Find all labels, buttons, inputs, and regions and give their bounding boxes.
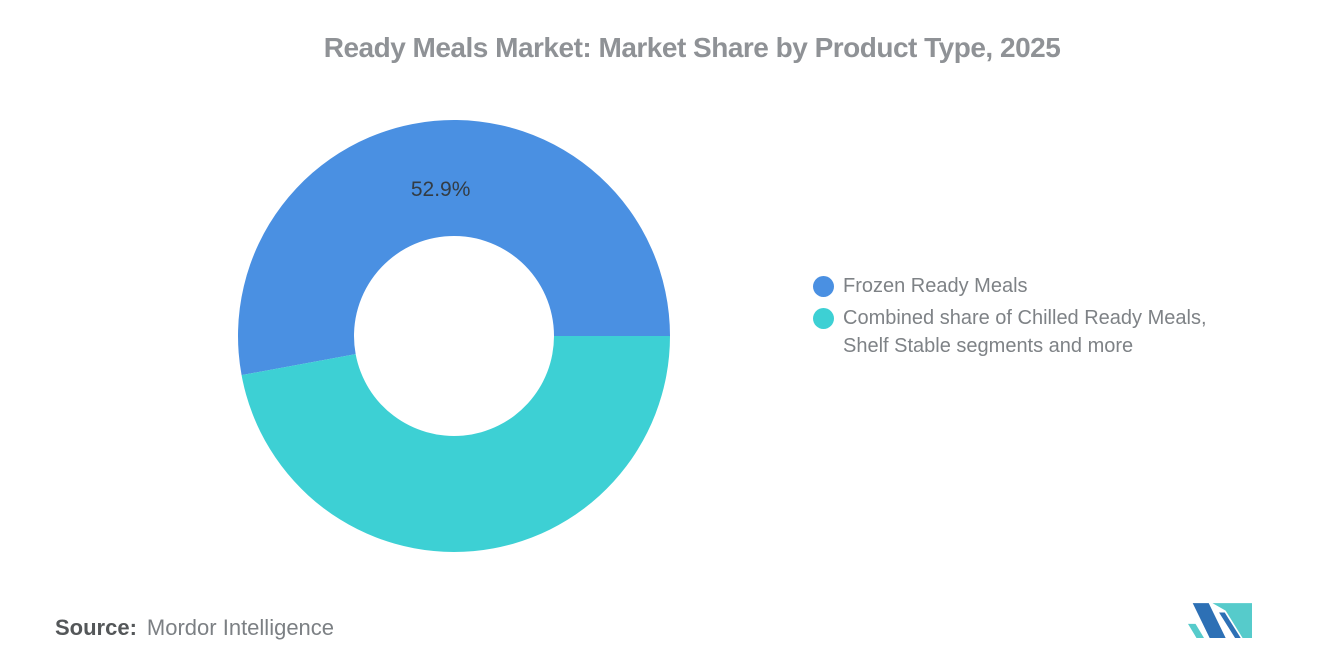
pie-slice-0[interactable] — [238, 119, 670, 376]
legend-marker — [813, 276, 834, 297]
legend-item-label: Frozen Ready Meals — [843, 272, 1028, 300]
donut-chart[interactable]: 52.9% — [238, 118, 670, 554]
mordor-intelligence-logo — [1188, 603, 1252, 638]
legend-label-line: Frozen Ready Meals — [843, 275, 1028, 297]
logo-shape-blue-main — [1192, 603, 1226, 638]
source-label: Source: — [55, 615, 137, 640]
pie-slice-1[interactable] — [241, 336, 670, 552]
legend-item-combined-share[interactable]: Combined share of Chilled Ready Meals, S… — [813, 304, 1207, 360]
source-line: Source: Mordor Intelligence — [55, 615, 334, 641]
legend-label-line: Combined share of Chilled Ready Meals, — [843, 307, 1207, 329]
logo-shape-teal-right — [1212, 603, 1252, 638]
legend-label-line: Shelf Stable segments and more — [843, 335, 1134, 357]
legend-item-frozen-ready-meals[interactable]: Frozen Ready Meals — [813, 272, 1207, 300]
legend-item-label: Combined share of Chilled Ready Meals, S… — [843, 304, 1207, 360]
pie-slice-label: 52.9% — [411, 178, 471, 201]
chart-title: Ready Meals Market: Market Share by Prod… — [323, 32, 1061, 63]
logo-shape-teal-left — [1188, 623, 1204, 638]
legend-marker — [813, 308, 834, 329]
legend: Frozen Ready Meals Combined share of Chi… — [813, 272, 1207, 364]
logo-shape-blue-accent — [1219, 612, 1241, 638]
source-value: Mordor Intelligence — [146, 615, 335, 640]
